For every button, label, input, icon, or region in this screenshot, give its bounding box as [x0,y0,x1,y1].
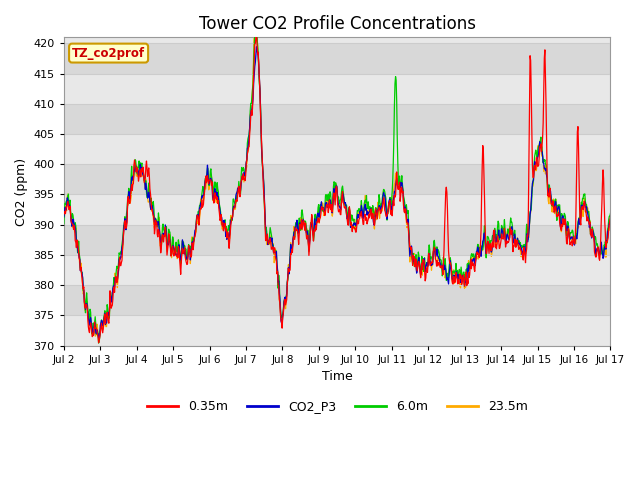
Y-axis label: CO2 (ppm): CO2 (ppm) [15,157,28,226]
Title: Tower CO2 Profile Concentrations: Tower CO2 Profile Concentrations [198,15,476,33]
Bar [64,194,611,225]
Bar [64,104,611,134]
X-axis label: Time: Time [322,370,353,383]
Bar [64,315,611,346]
Bar [64,73,611,104]
Bar [64,43,611,73]
Bar [64,285,611,315]
Bar [64,134,611,164]
Bar [64,255,611,285]
Bar [64,225,611,255]
Bar [64,164,611,194]
Text: TZ_co2prof: TZ_co2prof [72,47,145,60]
Legend: 0.35m, CO2_P3, 6.0m, 23.5m: 0.35m, CO2_P3, 6.0m, 23.5m [141,395,532,418]
